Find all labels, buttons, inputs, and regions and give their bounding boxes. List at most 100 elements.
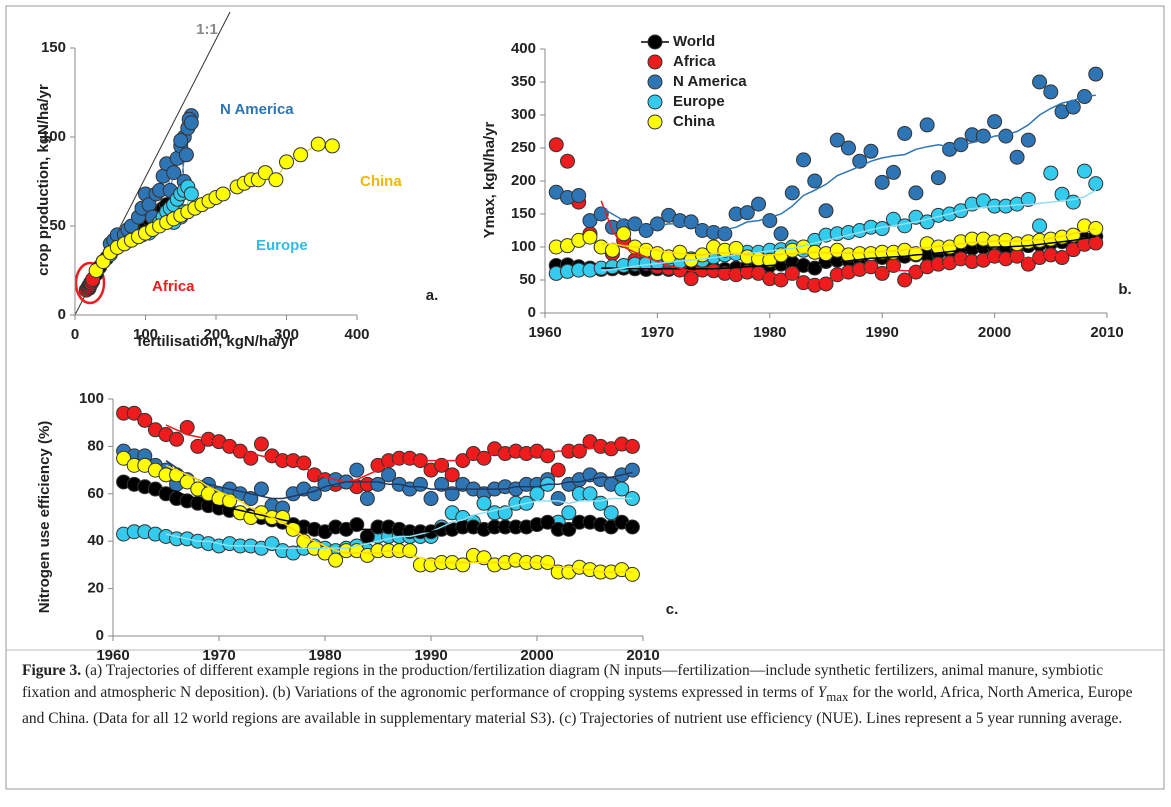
data-point bbox=[840, 140, 856, 156]
data-point bbox=[807, 260, 823, 276]
legend-label: World bbox=[673, 33, 715, 50]
data-point bbox=[559, 153, 575, 169]
trend-line bbox=[601, 189, 1097, 272]
data-point bbox=[178, 147, 194, 163]
data-point bbox=[423, 491, 439, 507]
data-point bbox=[987, 114, 1003, 130]
data-point bbox=[116, 450, 132, 466]
x-tick-label: 1980 bbox=[753, 324, 786, 341]
x-tick-label: 2010 bbox=[1090, 324, 1123, 341]
legend-label: China bbox=[673, 113, 715, 130]
y-tick-label: 100 bbox=[511, 238, 536, 255]
series-label: N America bbox=[220, 101, 294, 118]
x-axis-title: fertilisation, kgN/ha/yr bbox=[137, 333, 295, 350]
caption-text: for the world, Africa, North America, Eu… bbox=[22, 684, 1133, 728]
data-point bbox=[571, 188, 587, 204]
data-point bbox=[166, 165, 182, 181]
data-point bbox=[550, 491, 566, 507]
x-tick-label: 2000 bbox=[978, 324, 1011, 341]
data-point bbox=[784, 265, 800, 281]
data-point bbox=[1009, 149, 1025, 165]
data-point bbox=[476, 550, 492, 566]
data-point bbox=[624, 462, 640, 478]
trend-line bbox=[165, 424, 633, 483]
data-point bbox=[1020, 132, 1036, 148]
caption-text: (a) Trajectories of different example re… bbox=[22, 662, 1104, 701]
data-point bbox=[279, 154, 294, 170]
data-point bbox=[1020, 191, 1036, 207]
data-point bbox=[183, 115, 199, 131]
y-tick-label: 50 bbox=[49, 217, 66, 234]
data-point bbox=[1032, 218, 1048, 234]
data-point bbox=[624, 519, 640, 535]
legend-marker bbox=[647, 94, 663, 110]
y-axis-title: Ymax, kgN/ha/yr bbox=[481, 121, 498, 238]
data-point bbox=[739, 205, 755, 221]
data-point bbox=[253, 481, 269, 497]
data-point bbox=[784, 185, 800, 201]
y-axis-title: Nitrogen use efficiency (%) bbox=[36, 421, 53, 614]
data-point bbox=[863, 143, 879, 159]
data-point bbox=[829, 132, 845, 148]
data-point bbox=[1043, 165, 1059, 181]
data-point bbox=[1043, 84, 1059, 100]
y-tick-label: 60 bbox=[87, 485, 104, 502]
data-point bbox=[897, 125, 913, 141]
data-point bbox=[683, 271, 699, 287]
data-point bbox=[328, 552, 344, 568]
trend-line bbox=[165, 464, 633, 573]
y-tick-label: 0 bbox=[96, 627, 104, 644]
annotation: 1:1 bbox=[196, 21, 218, 38]
data-point bbox=[582, 229, 598, 245]
legend-marker bbox=[647, 34, 663, 50]
caption-label: Figure 3. bbox=[22, 662, 82, 679]
data-point bbox=[571, 443, 587, 459]
x-tick-label: 1990 bbox=[414, 647, 447, 664]
series-label: Europe bbox=[256, 237, 308, 254]
data-point bbox=[293, 147, 309, 163]
data-point bbox=[540, 448, 556, 464]
data-point bbox=[253, 436, 269, 452]
legend-label: N America bbox=[673, 73, 747, 90]
trend-line bbox=[600, 200, 1097, 283]
trend-line bbox=[165, 459, 633, 500]
x-tick-label: 400 bbox=[344, 326, 369, 343]
y-tick-label: 300 bbox=[511, 106, 536, 123]
data-point bbox=[624, 566, 640, 582]
data-point bbox=[548, 137, 564, 153]
data-point bbox=[455, 557, 471, 573]
data-point bbox=[169, 431, 185, 447]
data-point bbox=[1020, 256, 1036, 272]
data-point bbox=[310, 136, 326, 152]
y-axis-title: crop production, kgN/ha/yr bbox=[35, 84, 52, 276]
x-tick-label: 1960 bbox=[96, 647, 129, 664]
y-tick-label: 100 bbox=[41, 128, 66, 145]
trend-line bbox=[600, 94, 1096, 231]
data-point bbox=[1032, 74, 1048, 90]
data-point bbox=[215, 186, 231, 202]
data-point bbox=[998, 128, 1014, 144]
y-tick-label: 150 bbox=[41, 39, 66, 56]
data-point bbox=[897, 272, 913, 288]
legend-marker bbox=[647, 74, 663, 90]
data-point bbox=[614, 481, 630, 497]
data-point bbox=[561, 505, 577, 521]
data-point bbox=[717, 226, 733, 242]
data-point bbox=[1088, 176, 1104, 192]
data-point bbox=[444, 486, 460, 502]
data-point bbox=[1088, 66, 1104, 82]
y-tick-label: 400 bbox=[511, 40, 536, 57]
x-tick-label: 2000 bbox=[520, 647, 553, 664]
x-tick-label: 1970 bbox=[202, 647, 235, 664]
data-point bbox=[434, 476, 450, 492]
data-point bbox=[908, 246, 924, 262]
frame bbox=[5, 5, 1165, 790]
data-point bbox=[1077, 163, 1093, 179]
data-point bbox=[434, 457, 450, 473]
y-tick-label: 200 bbox=[511, 172, 536, 189]
data-point bbox=[370, 476, 386, 492]
legend-marker bbox=[647, 54, 663, 70]
data-point bbox=[173, 133, 189, 149]
x-tick-label: 100 bbox=[133, 326, 158, 343]
